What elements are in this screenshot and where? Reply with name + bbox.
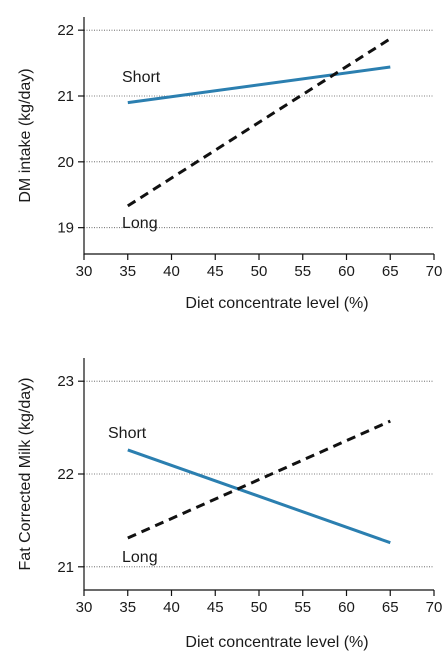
x-tick-label: 55 (294, 599, 311, 616)
x-axis-label: Diet concentrate level (%) (185, 634, 368, 651)
x-tick-label: 50 (251, 599, 268, 616)
series-label-short: Short (108, 425, 147, 442)
x-tick-label: 65 (382, 599, 399, 616)
x-tick-label: 55 (294, 263, 311, 280)
y-axis-label: DM intake (kg/day) (17, 68, 34, 202)
x-tick-label: 35 (119, 599, 136, 616)
y-tick-label: 21 (57, 88, 74, 105)
chart-dm-intake: 19 20 21 22 30 35 40 45 50 55 60 65 70 Diet concentra… (17, 17, 442, 312)
x-tick-label: 45 (207, 263, 224, 280)
x-axis-label: Diet concentrate level (%) (185, 295, 368, 312)
y-tick-label: 20 (57, 154, 74, 171)
x-tick-label: 60 (338, 263, 355, 280)
series-line-long (126, 37, 392, 208)
x-tick-label: 35 (119, 263, 136, 280)
y-tick-label: 19 (57, 220, 74, 237)
x-tick-label: 30 (76, 599, 93, 616)
series-line-short (127, 448, 391, 545)
series-line-long (127, 419, 391, 540)
x-tick-label: 50 (251, 263, 268, 280)
y-tick-label: 21 (57, 559, 74, 576)
y-tick-label: 22 (57, 22, 74, 39)
series-line-short (127, 65, 391, 105)
x-tick-label: 70 (426, 263, 443, 280)
x-tick-label: 70 (426, 599, 443, 616)
series-label-short: Short (122, 69, 161, 86)
chart-fat-corrected-milk: 21 22 23 30 35 40 45 50 55 60 65 70 Diet concentrate… (17, 358, 442, 651)
x-tick-label: 45 (207, 599, 224, 616)
series-label-long: Long (122, 549, 158, 566)
series-label-long: Long (122, 215, 158, 232)
x-tick-label: 65 (382, 263, 399, 280)
x-tick-label: 30 (76, 263, 93, 280)
y-tick-label: 22 (57, 466, 74, 483)
y-tick-label: 23 (57, 373, 74, 390)
x-tick-label: 60 (338, 599, 355, 616)
x-tick-label: 40 (163, 263, 180, 280)
y-axis-label: Fat Corrected Milk (kg/day) (17, 378, 34, 571)
x-tick-label: 40 (163, 599, 180, 616)
